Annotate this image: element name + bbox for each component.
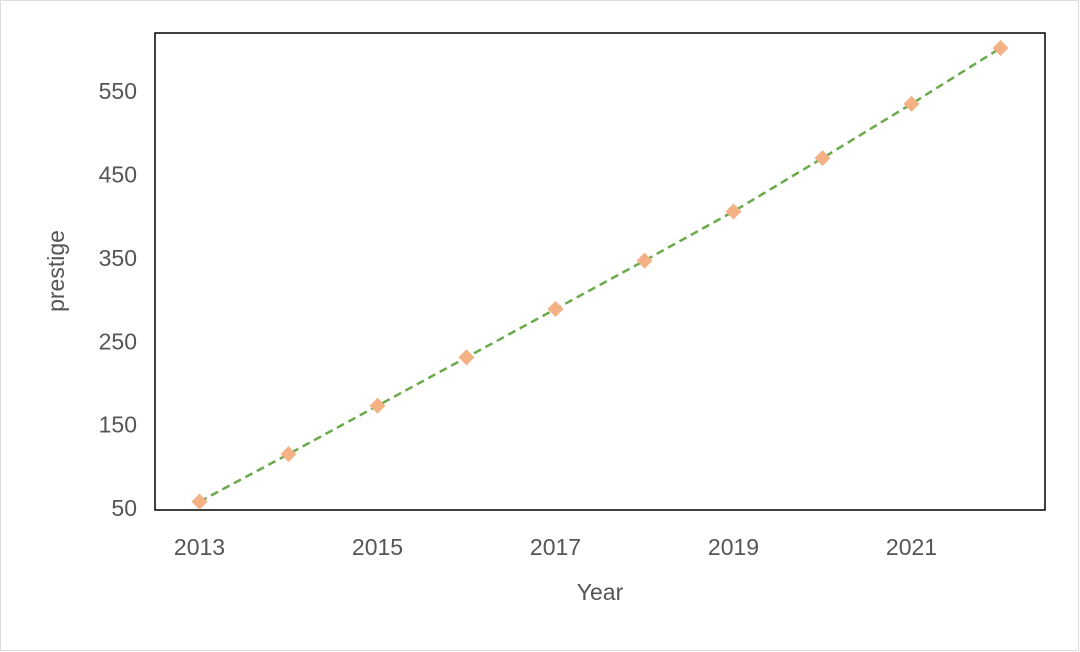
y-tick-label: 50 — [111, 495, 137, 521]
data-line — [198, 46, 1002, 503]
x-tick-label: 2019 — [708, 534, 759, 560]
y-axis-label: prestige — [43, 230, 69, 312]
y-tick-label: 450 — [99, 162, 137, 188]
y-tick-label: 550 — [99, 78, 137, 104]
data-point — [992, 40, 1009, 57]
data-point — [458, 349, 475, 366]
x-tick-label: 2013 — [174, 534, 225, 560]
data-point — [369, 397, 386, 414]
data-point — [280, 446, 297, 463]
y-tick-label: 350 — [99, 245, 137, 271]
data-point — [191, 493, 208, 510]
y-tick-label: 250 — [99, 328, 137, 354]
x-tick-label: 2017 — [530, 534, 581, 560]
data-point — [725, 203, 742, 220]
x-tick-label: 2015 — [352, 534, 403, 560]
data-point — [636, 252, 653, 269]
data-point — [547, 301, 564, 318]
data-point — [814, 150, 831, 167]
y-tick-label: 150 — [99, 412, 137, 438]
plot-area — [154, 32, 1046, 511]
x-axis-label: Year — [577, 579, 624, 605]
x-tick-label: 2021 — [886, 534, 937, 560]
data-point — [903, 95, 920, 112]
